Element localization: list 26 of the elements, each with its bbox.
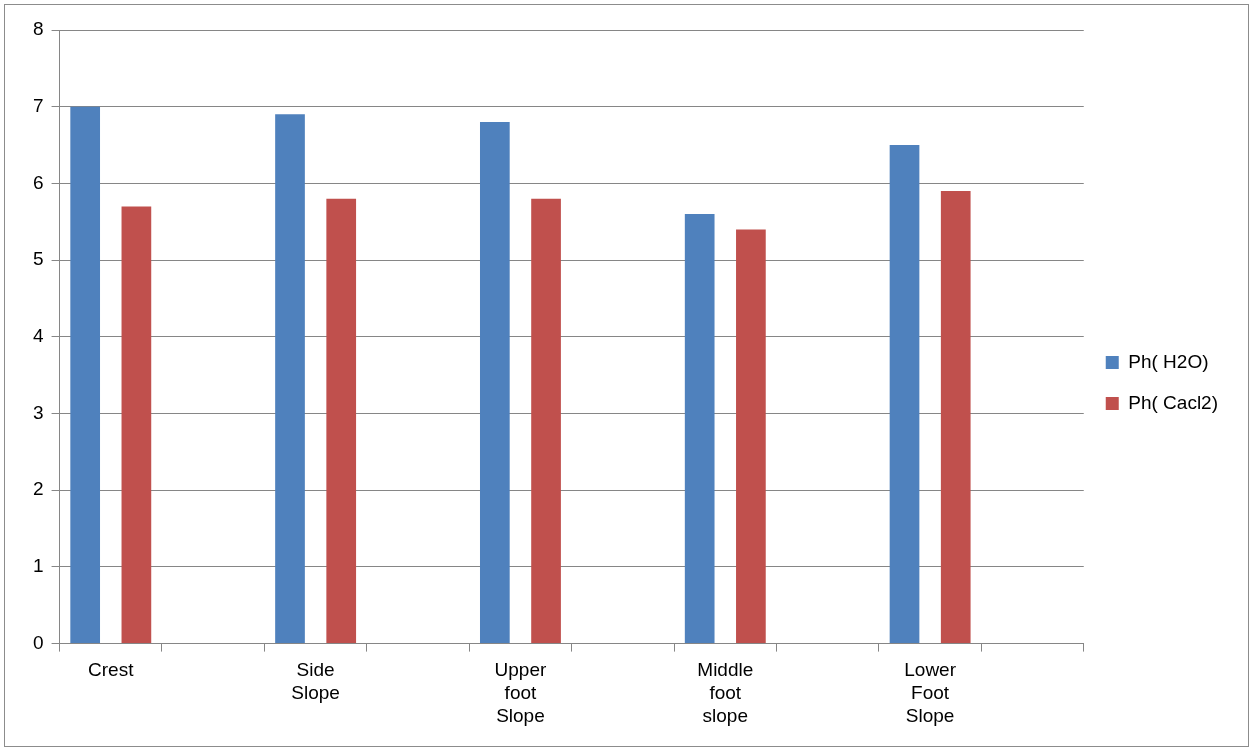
y-tick-label: 5 (32, 248, 44, 270)
x-tick-label: Upper foot Slope (494, 659, 547, 726)
x-tick-label: Side Slope (291, 659, 340, 704)
y-tick-label: 2 (32, 478, 44, 500)
y-tick-label: 7 (32, 94, 44, 116)
y-tick-label: 1 (32, 555, 44, 577)
x-tick-label: Middle foot slope (697, 659, 754, 726)
bar (531, 198, 561, 644)
y-tick-label: 0 (32, 631, 44, 653)
legend-label: Ph( Cacl2) (1128, 391, 1218, 413)
bar (889, 145, 920, 644)
bar (479, 122, 510, 644)
bar (70, 106, 101, 644)
bar (326, 198, 357, 644)
x-tick-label: Crest (88, 659, 135, 681)
y-tick-label: 4 (32, 325, 44, 347)
y-tick-label: 3 (32, 401, 44, 423)
bar (940, 191, 971, 644)
y-tick-label: 8 (32, 18, 44, 40)
y-tick-label: 6 (32, 171, 44, 193)
bar (736, 229, 766, 644)
bar (275, 114, 305, 644)
bar (684, 214, 715, 644)
bar (121, 206, 152, 644)
x-tick-label: Lower Foot Slope (904, 659, 957, 726)
legend-label: Ph( H2O) (1128, 350, 1209, 372)
